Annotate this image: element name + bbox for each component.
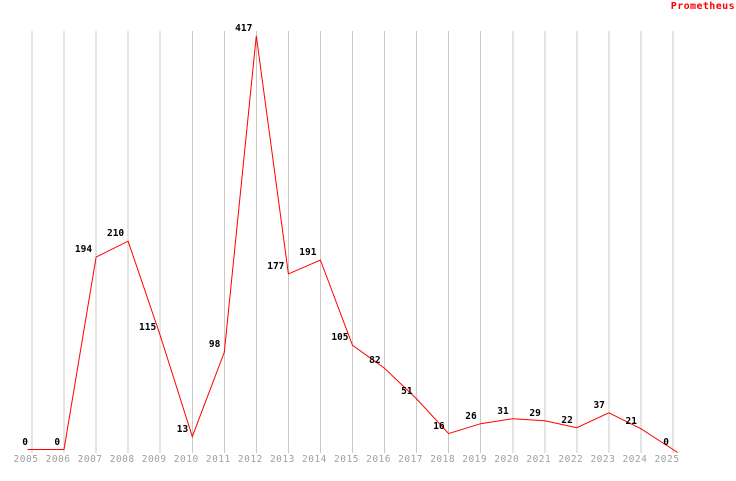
value-label-2012: 417 [235, 22, 253, 34]
x-tick-label-2008: 2008 [109, 454, 135, 465]
x-tick-label-2021: 2021 [526, 454, 552, 465]
value-label-2019: 26 [465, 410, 477, 422]
x-tick-label-2025: 2025 [654, 454, 680, 465]
x-tick-label-2019: 2019 [462, 454, 488, 465]
x-tick-label-2010: 2010 [173, 454, 199, 465]
value-label-2008: 210 [106, 228, 125, 240]
value-label-2016: 82 [369, 355, 381, 367]
value-label-2017: 51 [401, 385, 413, 397]
x-tick-label-2012: 2012 [237, 454, 263, 465]
x-tick-label-2005: 2005 [13, 454, 39, 465]
value-label-2011: 98 [208, 339, 221, 351]
value-label-2015: 105 [331, 332, 349, 344]
x-tick-label-2017: 2017 [398, 454, 424, 465]
x-tick-label-2018: 2018 [430, 454, 456, 465]
value-label-2007: 194 [74, 244, 93, 256]
value-label-2021: 29 [529, 407, 541, 419]
x-tick-label-2023: 2023 [590, 454, 616, 465]
value-label-2025: 0 [663, 436, 669, 448]
x-tick-label-2009: 2009 [141, 454, 167, 465]
value-label-2013: 177 [267, 260, 285, 272]
legend-series-label: Prometheus [670, 1, 735, 12]
value-label-2018: 16 [433, 420, 445, 432]
value-label-2010: 13 [176, 423, 189, 435]
value-label-2020: 31 [497, 405, 509, 417]
value-label-2005: 0 [22, 436, 28, 448]
x-tick-label-2011: 2011 [205, 454, 231, 465]
legend: Prometheus [671, 1, 735, 12]
x-tick-label-2014: 2014 [301, 454, 327, 465]
x-tick-label-2022: 2022 [558, 454, 584, 465]
series-line-prometheus [27, 35, 678, 453]
value-label-2014: 191 [299, 247, 317, 259]
x-tick-label-2024: 2024 [622, 454, 648, 465]
x-tick-label-2020: 2020 [494, 454, 520, 465]
x-tick-label-2007: 2007 [77, 454, 103, 465]
x-tick-label-2015: 2015 [334, 454, 359, 465]
value-label-2006: 0 [54, 436, 61, 448]
x-tick-label-2013: 2013 [269, 454, 295, 465]
value-label-2023: 37 [593, 399, 605, 411]
value-label-2024: 21 [625, 415, 637, 427]
x-tick-label-2016: 2016 [366, 454, 391, 465]
value-label-2009: 115 [139, 322, 157, 334]
value-label-2022: 22 [561, 414, 573, 426]
x-tick-label-2006: 2006 [45, 454, 71, 465]
